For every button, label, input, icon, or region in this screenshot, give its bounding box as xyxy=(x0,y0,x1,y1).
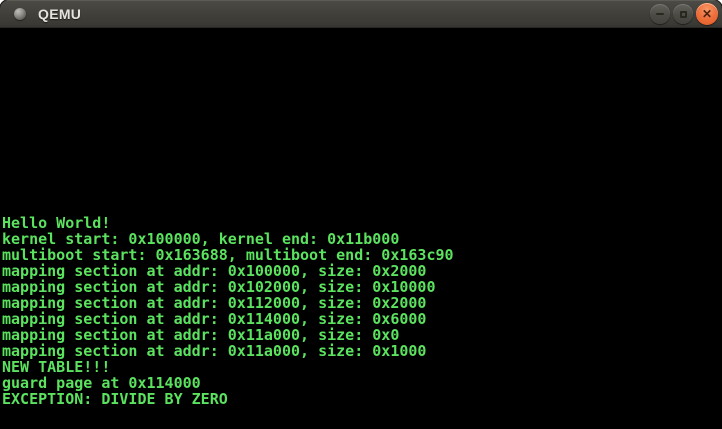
window-controls: ✕ xyxy=(650,0,718,28)
minimize-button[interactable] xyxy=(650,4,670,24)
window-title: QEMU xyxy=(38,5,82,22)
maximize-icon xyxy=(679,10,687,18)
close-button[interactable]: ✕ xyxy=(696,3,718,25)
terminal-output: Hello World! kernel start: 0x100000, kern… xyxy=(0,28,722,407)
terminal-line: mapping section at addr: 0x102000, size:… xyxy=(2,278,436,296)
terminal-line: multiboot start: 0x163688, multiboot end… xyxy=(2,246,454,264)
terminal-line: NEW TABLE!!! xyxy=(2,358,111,376)
terminal-line: kernel start: 0x100000, kernel end: 0x11… xyxy=(2,230,400,248)
terminal-line: mapping section at addr: 0x11a000, size:… xyxy=(2,342,427,360)
terminal-line: EXCEPTION: DIVIDE BY ZERO xyxy=(2,390,228,408)
minimize-icon xyxy=(656,13,664,15)
terminal-line: mapping section at addr: 0x112000, size:… xyxy=(2,294,427,312)
titlebar[interactable]: QEMU ✕ xyxy=(0,0,722,28)
terminal-line: guard page at 0x114000 xyxy=(2,374,201,392)
terminal-line: mapping section at addr: 0x11a000, size:… xyxy=(2,326,400,344)
maximize-button[interactable] xyxy=(673,4,693,24)
terminal-line: mapping section at addr: 0x114000, size:… xyxy=(2,310,427,328)
window-icon xyxy=(14,7,26,20)
terminal-line: Hello World! xyxy=(2,214,111,232)
terminal-line: mapping section at addr: 0x100000, size:… xyxy=(2,262,427,280)
qemu-display[interactable]: Hello World! kernel start: 0x100000, kern… xyxy=(0,28,722,429)
